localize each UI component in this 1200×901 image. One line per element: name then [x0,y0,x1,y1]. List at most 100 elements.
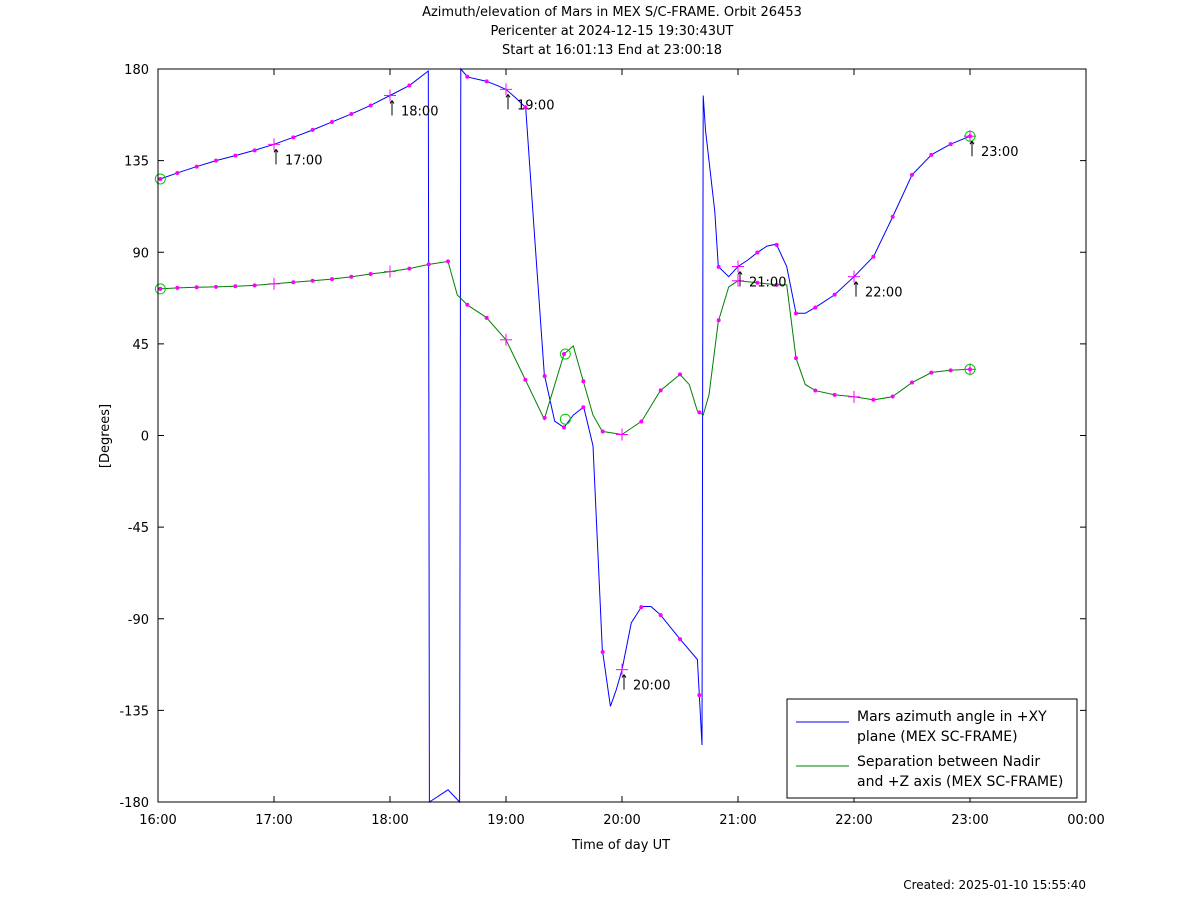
x-tick-label: 18:00 [371,813,408,828]
ten-minute-marker [755,250,760,255]
ten-minute-marker [407,266,412,271]
ten-minute-marker [871,397,876,402]
legend-box [786,698,1078,799]
hour-annotation-arrow [739,271,743,275]
legend-entry-azimuth-line-1: Mars azimuth angle in +XY [857,709,1047,725]
ten-minute-marker [330,119,334,124]
ten-minute-marker [330,277,334,282]
ten-minute-marker [542,374,547,379]
ten-minute-marker [581,379,586,384]
ten-minute-marker [600,650,605,655]
x-axis-label: Time of day UT [571,838,670,853]
x-tick-label: 16:00 [139,813,176,828]
ten-minute-marker [465,74,470,79]
ten-minute-marker [368,271,373,276]
ten-minute-marker [716,264,721,269]
hour-annotation-label: 21:00 [749,276,786,291]
hour-annotation-arrow [969,140,973,145]
ten-minute-marker [214,158,218,163]
endpoint-marker [964,130,976,142]
ten-minute-marker [407,83,412,88]
hour-annotation-label: 23:00 [981,145,1018,160]
x-tick-label: 20:00 [603,813,640,828]
pericenter-marker [559,348,571,360]
marker-layer [154,74,976,698]
x-tick-label: 21:00 [719,813,756,828]
ten-minute-marker [484,79,489,84]
ten-minute-marker [465,302,470,307]
ten-minute-marker [948,368,953,373]
ten-minute-marker [194,164,199,169]
hour-annotation-label: 22:00 [865,286,902,301]
ten-minute-marker [658,388,663,393]
hour-annotation-arrow [971,140,975,145]
ten-minute-marker [233,284,238,289]
y-axis-label: [Degrees] [98,404,113,468]
y-tick-label: -90 [128,613,149,628]
ten-minute-marker [639,419,644,424]
azimuth-series-line [160,67,971,804]
ten-minute-marker [929,152,934,157]
ten-minute-marker [484,315,489,320]
ten-minute-marker [813,305,818,310]
hour-annotation-arrow [853,281,857,285]
ten-minute-marker [697,410,702,415]
y-tick-label: 0 [141,430,149,445]
hour-annotation-arrow [737,271,741,275]
ten-minute-marker [794,356,798,361]
hour-annotation-arrow [391,100,395,104]
ten-minute-marker [175,285,180,290]
hour-annotation-layer: 17:00 18:00 19:00 20:00 21:00 22:00 23:00 [273,94,1018,694]
pericenter-marker [559,413,571,425]
y-tick-label: -180 [119,796,149,811]
ten-minute-marker [446,259,450,264]
ten-minute-marker [948,142,953,147]
ten-minute-marker [252,148,257,153]
endpoint-dot [968,367,972,372]
y-tick-label: -45 [128,521,149,536]
y-tick-label: -135 [119,704,149,719]
hour-annotation-arrow [855,281,859,285]
legend: Mars azimuth angle in +XY plane (MEX SC-… [786,698,1078,799]
ten-minute-marker [368,103,373,108]
y-tick-label: 180 [124,63,149,78]
separation-series-line [160,260,971,436]
ten-minute-marker [639,605,644,610]
ten-minute-marker [233,153,238,158]
ten-minute-marker [194,285,199,290]
hour-annotation-arrow [273,149,277,153]
ten-minute-marker [291,280,296,285]
endpoint-dot [158,286,163,291]
ten-minute-marker [562,425,566,430]
ten-minute-marker [523,377,528,382]
legend-entry-separation-line-2: and +Z axis (MEX SC-FRAME) [857,774,1063,790]
x-tick-label: 22:00 [835,813,872,828]
chart-title-line-1: Azimuth/elevation of Mars in MEX S/C-FRA… [422,5,802,20]
chart-title-line-3: Start at 16:01:13 End at 23:00:18 [502,43,722,58]
ten-minute-marker [910,172,914,177]
hour-annotation-arrow [623,674,627,678]
y-tick-label: 45 [132,338,149,353]
footer-created: Created: 2025-01-10 15:55:40 [903,878,1086,892]
ten-minute-marker [678,637,682,642]
ten-minute-marker [794,311,798,316]
ten-minute-marker [755,280,760,285]
ten-minute-marker [774,282,779,287]
ten-minute-marker [716,318,721,323]
ten-minute-marker [310,278,315,283]
endpoint-dot [158,176,163,181]
ten-minute-marker [310,127,315,132]
y-axis: 180 135 90 45 0 -45 -90 -135 -180 [119,63,1086,811]
ten-minute-marker [600,429,605,434]
ten-minute-marker [175,170,180,175]
hour-annotation-label: 20:00 [633,679,670,694]
ten-minute-marker [774,242,779,247]
ten-minute-marker [214,284,218,289]
x-tick-label: 19:00 [487,813,524,828]
chart-title-line-2: Pericenter at 2024-12-15 19:30:43UT [490,24,733,39]
hour-annotation-arrow [507,94,511,98]
chart-title: Azimuth/elevation of Mars in MEX S/C-FRA… [422,5,802,58]
x-tick-label: 23:00 [951,813,988,828]
y-tick-label: 90 [132,246,149,261]
endpoint-marker [154,173,166,185]
